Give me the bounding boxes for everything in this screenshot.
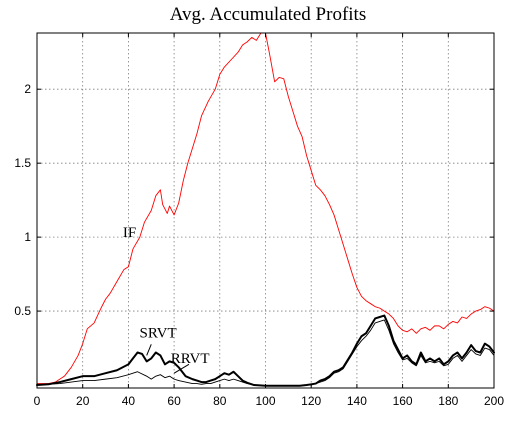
x-tick-label: 160 [393,394,413,408]
annotation-arrow [173,363,190,374]
annotation-arrow [146,344,152,356]
x-tick-label: 0 [34,394,41,408]
x-tick-label: 120 [301,394,321,408]
y-tick-label: 0.5 [14,304,31,318]
x-tick-label: 20 [76,394,90,408]
chart-title: Avg. Accumulated Profits [170,4,366,25]
annotation-label-rrvt: RRVT [171,351,210,367]
x-tick-label: 80 [213,394,227,408]
x-tick-label: 60 [167,394,181,408]
annotation-arrows [146,344,190,374]
grid [37,33,494,388]
x-tick-label: 180 [438,394,458,408]
annotations: IF SRVT RRVT [123,225,210,367]
series-line-if [36,32,495,385]
y-tick-label: 2 [24,82,31,96]
x-axis-ticks: 0 20 40 60 80 100 120 140 160 180 200 [34,33,504,408]
x-tick-label: 200 [484,394,504,408]
annotation-label-srvt: SRVT [140,326,177,342]
x-tick-label: 100 [255,394,275,408]
y-axis-ticks: 0.5 1 1.5 2 [14,82,494,318]
x-tick-label: 140 [347,394,367,408]
y-tick-label: 1.5 [14,156,31,170]
series-line-rrvt [36,319,495,387]
y-tick-label: 1 [24,230,31,244]
x-tick-label: 40 [122,394,136,408]
annotation-label-if: IF [123,225,136,241]
